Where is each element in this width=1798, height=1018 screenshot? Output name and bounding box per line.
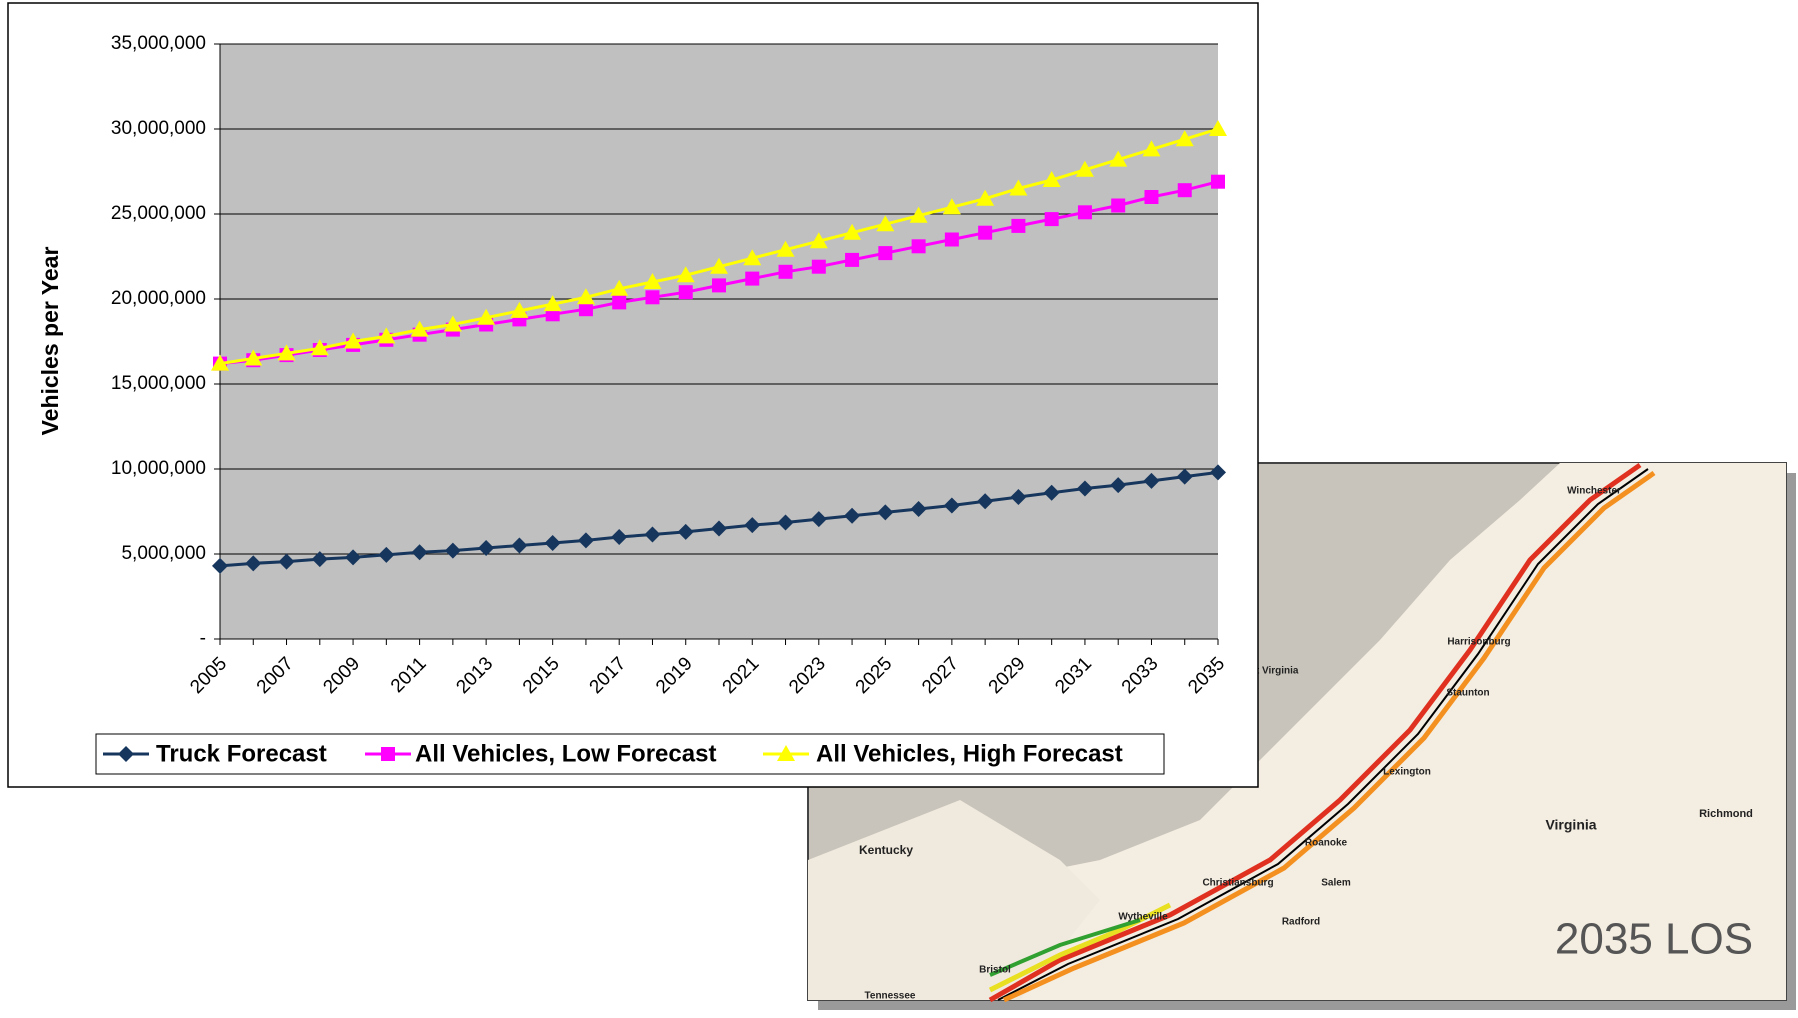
map-place-label: Richmond: [1699, 808, 1753, 820]
y-tick-label: 35,000,000: [111, 33, 206, 54]
map-place-label: Staunton: [1446, 688, 1489, 699]
map-place-label: Kentucky: [859, 843, 913, 857]
map-place-label: Winchester: [1567, 486, 1621, 497]
point: [978, 226, 992, 240]
map-place-label: Virginia: [1545, 817, 1596, 833]
point: [679, 285, 693, 299]
y-tick-label: 15,000,000: [111, 373, 206, 394]
point: [745, 272, 759, 286]
y-tick-label: 25,000,000: [111, 203, 206, 224]
point: [1011, 219, 1025, 233]
map-place-label: Wytheville: [1118, 912, 1168, 923]
map-place-label: Harrisonburg: [1447, 637, 1510, 648]
point: [1111, 199, 1125, 213]
map-place-label: Salem: [1321, 878, 1351, 889]
point: [1178, 183, 1192, 197]
point: [812, 260, 826, 274]
point: [878, 246, 892, 260]
point: [779, 265, 793, 279]
map-place-label: Radford: [1282, 917, 1320, 928]
map-place-label: Lexington: [1383, 767, 1431, 778]
point: [579, 302, 593, 316]
map-place-label: Roanoke: [1305, 838, 1348, 849]
page: West VirginiaWinchesterHarrisonburgStaun…: [0, 0, 1798, 1018]
legend-label: All Vehicles, High Forecast: [816, 740, 1123, 767]
y-tick-label: 10,000,000: [111, 458, 206, 479]
map-place-label: Christiansburg: [1202, 878, 1273, 889]
y-tick-label: 5,000,000: [121, 543, 206, 564]
point: [912, 239, 926, 253]
point: [645, 290, 659, 304]
point: [1211, 175, 1225, 189]
point: [1078, 205, 1092, 219]
point: [712, 278, 726, 292]
point: [1144, 190, 1158, 204]
map-place-label: Tennessee: [865, 991, 916, 1002]
legend-marker: [381, 747, 395, 761]
y-tick-label: 30,000,000: [111, 118, 206, 139]
screen: West VirginiaWinchesterHarrisonburgStaun…: [0, 0, 1798, 1013]
y-tick-label: 20,000,000: [111, 288, 206, 309]
map-caption: 2035 LOS: [1555, 915, 1753, 964]
y-axis-title: Vehicles per Year: [37, 247, 63, 436]
point: [1045, 212, 1059, 226]
legend-label: Truck Forecast: [156, 740, 327, 767]
legend-symbol: [381, 747, 395, 761]
point: [845, 253, 859, 267]
map-place-label: Bristol: [979, 965, 1011, 976]
y-tick-label: -: [200, 628, 206, 649]
chart: Vehicles per Year - 5,000,000 10,000,000 15…: [8, 3, 1258, 787]
point: [612, 295, 626, 309]
point: [945, 233, 959, 247]
legend-label: All Vehicles, Low Forecast: [415, 740, 716, 767]
